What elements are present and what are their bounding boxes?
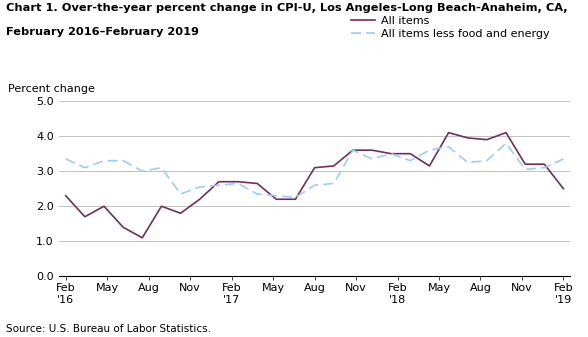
All items <box>541 162 548 166</box>
All items less food and energy <box>235 181 242 185</box>
All items less food and energy <box>407 159 414 163</box>
All items less food and energy <box>483 159 490 163</box>
All items <box>119 225 126 229</box>
All items less food and energy <box>445 145 452 149</box>
All items less food and energy <box>253 192 260 196</box>
All items <box>407 152 414 156</box>
All items <box>177 211 184 215</box>
All items less food and energy <box>292 195 299 200</box>
Text: February 2016–February 2019: February 2016–February 2019 <box>6 27 199 37</box>
All items less food and energy <box>215 183 222 187</box>
All items <box>464 136 471 140</box>
All items <box>330 164 338 168</box>
All items less food and energy <box>560 157 567 161</box>
All items less food and energy <box>119 159 126 163</box>
All items <box>503 131 510 135</box>
All items less food and energy <box>273 194 280 198</box>
All items less food and energy <box>464 160 471 164</box>
All items <box>273 197 280 201</box>
Line: All items: All items <box>66 133 563 238</box>
Legend: All items, All items less food and energy: All items, All items less food and energ… <box>351 16 549 39</box>
All items <box>445 131 452 135</box>
Text: Chart 1. Over-the-year percent change in CPI-U, Los Angeles-Long Beach-Anaheim, : Chart 1. Over-the-year percent change in… <box>6 3 567 13</box>
All items <box>158 204 165 208</box>
All items less food and energy <box>522 167 529 172</box>
All items less food and energy <box>177 192 184 196</box>
All items <box>81 215 88 219</box>
All items <box>522 162 529 166</box>
All items less food and energy <box>330 181 338 185</box>
All items <box>311 166 318 170</box>
All items <box>215 180 222 184</box>
All items <box>139 236 146 240</box>
All items less food and energy <box>369 157 376 161</box>
All items less food and energy <box>62 157 69 161</box>
All items less food and energy <box>349 148 356 152</box>
All items <box>292 197 299 201</box>
All items <box>253 181 260 185</box>
All items less food and energy <box>541 166 548 170</box>
All items <box>387 152 395 156</box>
All items less food and energy <box>101 159 108 163</box>
All items <box>349 148 356 152</box>
All items less food and energy <box>426 148 433 152</box>
All items <box>483 137 490 142</box>
All items less food and energy <box>139 169 146 173</box>
Line: All items less food and energy: All items less food and energy <box>66 143 563 197</box>
All items less food and energy <box>387 152 395 156</box>
All items less food and energy <box>503 141 510 145</box>
All items <box>62 194 69 198</box>
Text: Percent change: Percent change <box>8 84 95 94</box>
All items less food and energy <box>158 166 165 170</box>
All items <box>369 148 376 152</box>
All items <box>235 180 242 184</box>
All items <box>101 204 108 208</box>
All items less food and energy <box>311 183 318 187</box>
All items <box>426 164 433 168</box>
All items <box>560 187 567 191</box>
All items less food and energy <box>81 166 88 170</box>
All items less food and energy <box>196 185 203 189</box>
Text: Source: U.S. Bureau of Labor Statistics.: Source: U.S. Bureau of Labor Statistics. <box>6 324 211 334</box>
All items <box>196 197 203 201</box>
